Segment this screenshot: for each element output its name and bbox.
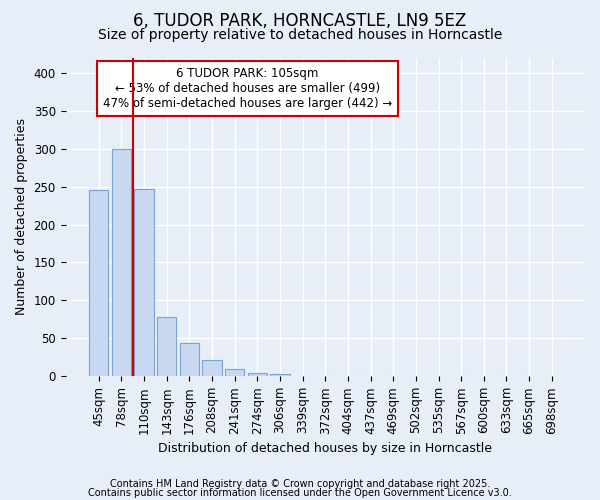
Y-axis label: Number of detached properties: Number of detached properties [15,118,28,316]
Bar [89,190,109,376]
Bar [112,148,131,376]
Text: 6, TUDOR PARK, HORNCASTLE, LN9 5EZ: 6, TUDOR PARK, HORNCASTLE, LN9 5EZ [133,12,467,30]
Bar [202,360,221,376]
Bar [271,374,290,376]
Bar [134,189,154,376]
Bar [157,317,176,376]
Text: 6 TUDOR PARK: 105sqm
← 53% of detached houses are smaller (499)
47% of semi-deta: 6 TUDOR PARK: 105sqm ← 53% of detached h… [103,67,392,110]
X-axis label: Distribution of detached houses by size in Horncastle: Distribution of detached houses by size … [158,442,492,455]
Bar [225,370,244,376]
Bar [248,372,267,376]
Text: Contains public sector information licensed under the Open Government Licence v3: Contains public sector information licen… [88,488,512,498]
Text: Size of property relative to detached houses in Horncastle: Size of property relative to detached ho… [98,28,502,42]
Text: Contains HM Land Registry data © Crown copyright and database right 2025.: Contains HM Land Registry data © Crown c… [110,479,490,489]
Bar [180,343,199,376]
